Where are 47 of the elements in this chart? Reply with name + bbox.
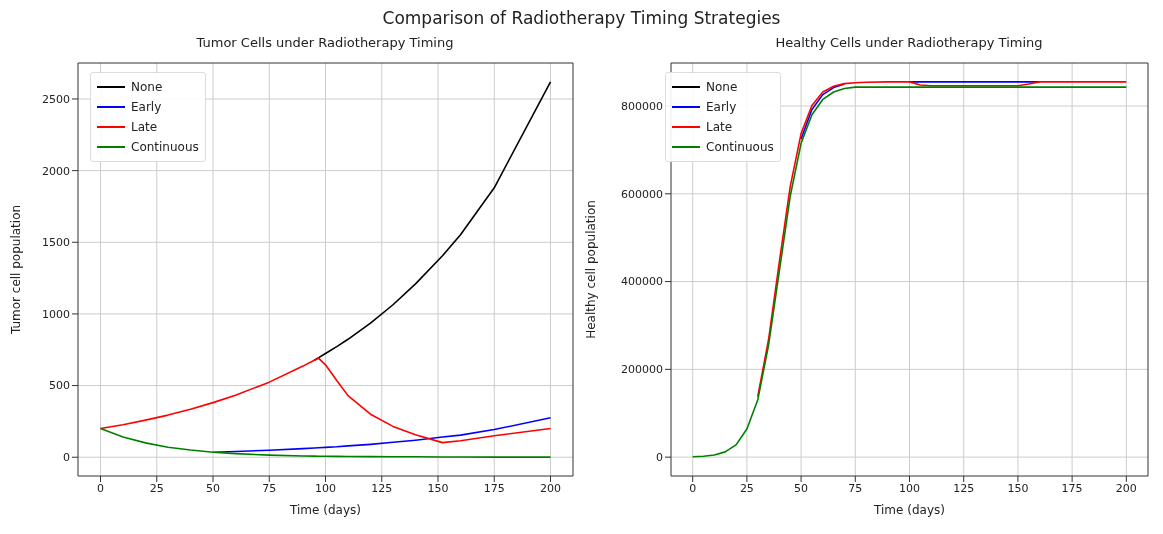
x-tick-label: 25 xyxy=(739,481,754,495)
x-tick-label: 75 xyxy=(262,481,277,495)
line-series xyxy=(212,417,552,454)
x-tick-label: 0 xyxy=(689,481,697,495)
y-tick-label: 2500 xyxy=(42,92,70,106)
y-tick-label: 2000 xyxy=(42,164,70,178)
y-tick-label: 200000 xyxy=(621,363,663,377)
x-tick-label: 175 xyxy=(1061,481,1083,495)
x-tick-label: 0 xyxy=(97,481,104,495)
x-tick-label: 125 xyxy=(953,481,975,495)
legend-label: None xyxy=(706,80,738,94)
y-tick-label: 0 xyxy=(63,451,70,465)
y-tick-label: 500 xyxy=(49,379,70,393)
y-tick-label: 1000 xyxy=(42,307,70,321)
line-series xyxy=(99,357,552,444)
y-tick-label: 800000 xyxy=(621,99,663,113)
x-axis-title: Time (days) xyxy=(873,503,945,517)
x-tick-label: 50 xyxy=(206,481,220,495)
y-axis-title: Tumor cell population xyxy=(9,204,24,336)
y-axis-title: Healthy cell population xyxy=(584,200,599,339)
chart-title: Healthy Cells under Radiotherapy Timing xyxy=(774,34,1044,52)
x-tick-label: 75 xyxy=(848,481,863,495)
x-tick-label: 25 xyxy=(149,481,164,495)
y-tick-label: 600000 xyxy=(621,187,663,201)
legend-label: Continuous xyxy=(706,140,774,154)
x-tick-label: 150 xyxy=(1007,481,1029,495)
x-tick-label: 175 xyxy=(483,481,505,495)
legend-label: Late xyxy=(706,120,733,134)
legend-label: Late xyxy=(131,120,158,134)
text: Comparison of Radiotherapy Timing Strategies xyxy=(381,8,782,30)
x-tick-label: 150 xyxy=(427,481,449,495)
legend-label: Early xyxy=(706,100,737,114)
x-tick-label: 100 xyxy=(899,481,920,495)
line-series xyxy=(99,427,552,458)
y-tick-label: 1500 xyxy=(42,236,70,250)
x-axis-title: Time (days) xyxy=(289,503,361,517)
y-tick-label: 0 xyxy=(656,451,663,465)
legend-label: Early xyxy=(131,100,162,114)
legend-label: None xyxy=(131,80,163,94)
x-tick-label: 200 xyxy=(1115,481,1137,495)
x-tick-label: 200 xyxy=(540,481,561,495)
legend-label: Continuous xyxy=(131,140,199,154)
x-tick-label: 50 xyxy=(794,481,809,495)
chart-title: Tumor Cells under Radiotherapy Timing xyxy=(195,34,455,52)
x-tick-label: 100 xyxy=(315,481,336,495)
x-tick-label: 125 xyxy=(371,481,393,495)
y-tick-label: 400000 xyxy=(621,275,663,289)
